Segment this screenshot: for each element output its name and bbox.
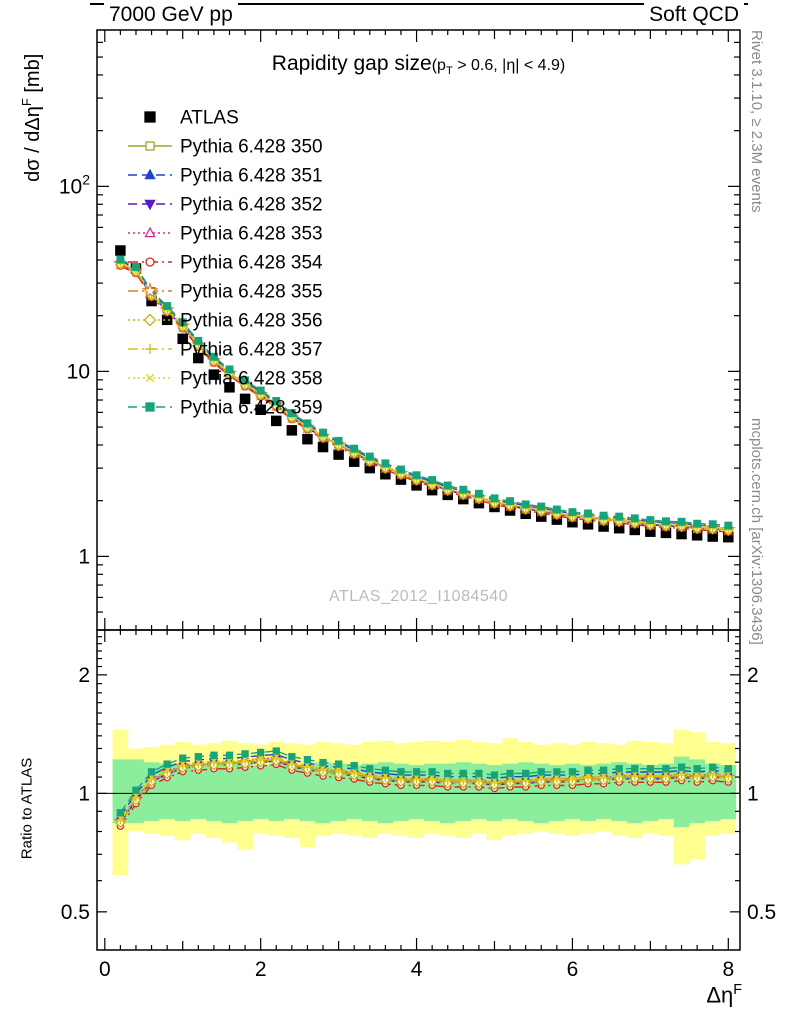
x-tick-label: 2 (255, 958, 267, 981)
plot-frame (96, 29, 741, 951)
legend-label: Pythia 6.428 358 (180, 369, 323, 390)
x-axis-label: ΔηF (706, 982, 742, 1008)
legend-item: ATLAS (144, 108, 239, 129)
legend-label: Pythia 6.428 351 (180, 166, 323, 187)
analysis-id-watermark: ATLAS_2012_I1084540 (328, 588, 509, 605)
x-axis-label-sup: F (733, 982, 742, 998)
y-axis-label-sup: F (19, 98, 35, 107)
legend-label: Pythia 6.428 355 (180, 282, 323, 303)
band-stat-uncertainty (112, 756, 737, 828)
uncertainty-bands (112, 729, 737, 876)
legend-label: Pythia 6.428 357 (180, 340, 323, 361)
series-pythia-359 (116, 255, 733, 817)
x-axis-label-text: Δη (706, 982, 734, 1008)
ratio-tick-label-right: 0.5 (747, 901, 776, 924)
legend-item: Pythia 6.428 358 (128, 369, 323, 390)
process-group-label: Soft QCD (644, 3, 744, 27)
legend-item: Pythia 6.428 354 (128, 253, 323, 274)
legend-label: Pythia 6.428 356 (180, 311, 323, 332)
plot-title-cuts: (pT > 0.6, |η| < 4.9) (431, 57, 566, 78)
legend-label: Pythia 6.428 350 (180, 137, 323, 158)
y-tick-label: 102 (59, 171, 90, 198)
legend-label: Pythia 6.428 352 (180, 195, 323, 216)
rivet-version-note: Rivet 3.1.10, ≥ 2.3M events (748, 30, 765, 213)
ratio-axis-label: Ratio to ATLAS (18, 757, 36, 860)
plot-title-main: Rapidity gap size (271, 52, 432, 75)
plot-title: Rapidity gap size(pT > 0.6, |η| < 4.9) (97, 52, 740, 77)
ratio-tick-label-left: 0.5 (61, 901, 90, 924)
x-tick-label: 8 (722, 958, 734, 981)
legend-label: Pythia 6.428 359 (180, 398, 323, 419)
cuts-pre: (p (431, 57, 446, 74)
mcplots-note: mcplots.cern.ch [arXiv:1306.3436] (748, 418, 765, 645)
x-tick-label: 6 (567, 958, 579, 981)
ratio-tick-label-left: 1 (78, 782, 90, 805)
axis-tick-labels: 0 2 4 6 8 1 10 102 0.5 0.5 1 1 2 2 (59, 171, 776, 981)
y-axis-label-unit: [mb] (21, 53, 44, 99)
x-tick-label: 0 (99, 958, 111, 981)
y-axis-label-text: dσ / dΔη (21, 106, 44, 182)
ratio-tick-label-left: 2 (78, 664, 90, 687)
beam-energy-label: 7000 GeV pp (104, 3, 238, 27)
legend-item: Pythia 6.428 357 (128, 340, 323, 361)
legend-label: ATLAS (180, 108, 239, 129)
legend-item: Pythia 6.428 356 (128, 311, 323, 332)
legend-item: Pythia 6.428 352 (128, 195, 323, 216)
y-tick-label: 1 (78, 545, 90, 568)
legend-item: Pythia 6.428 350 (128, 137, 323, 158)
legend-label: Pythia 6.428 354 (180, 253, 323, 274)
legend-item: Pythia 6.428 351 (128, 166, 323, 187)
cuts-post: > 0.6, |η| < 4.9) (452, 57, 566, 74)
y-axis-label: dσ / dΔηF [mb] (19, 8, 45, 228)
ratio-tick-label-right: 2 (747, 664, 759, 687)
legend: ATLAS Pythia 6.428 350 Pythia 6.428 351 Pyt… (128, 108, 323, 419)
axis-ticks (97, 30, 740, 950)
x-tick-label: 4 (411, 958, 423, 981)
legend-item: Pythia 6.428 353 (128, 224, 323, 245)
ratio-tick-label-right: 1 (747, 782, 759, 805)
cuts-sub: T (445, 65, 453, 78)
y-tick-label: 10 (67, 360, 90, 383)
legend-item: Pythia 6.428 359 (128, 398, 323, 419)
legend-item: Pythia 6.428 355 (128, 282, 323, 303)
legend-label: Pythia 6.428 353 (180, 224, 323, 245)
